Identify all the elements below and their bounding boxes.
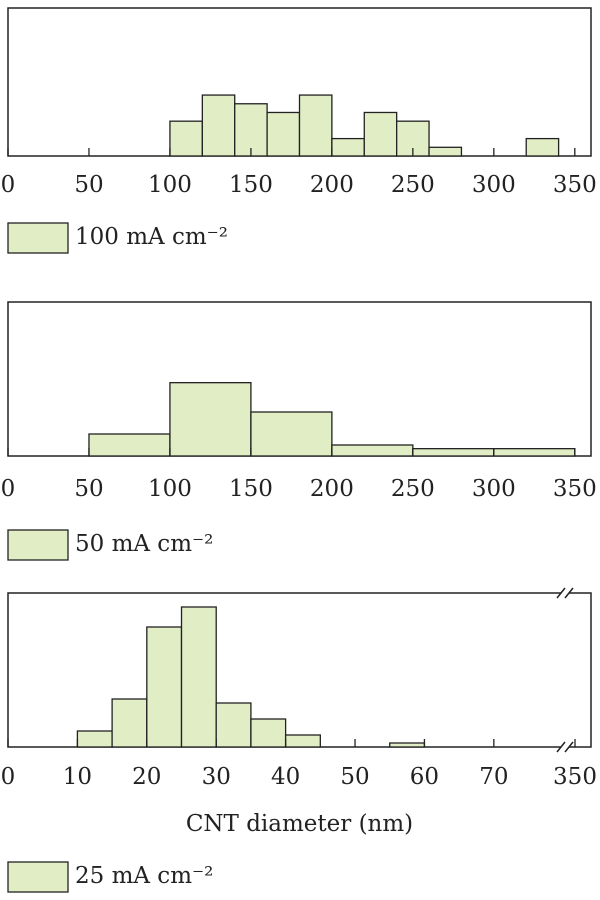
- x-tick-label: 60: [410, 764, 439, 790]
- bar: [88, 433, 171, 457]
- axis-break-mark: [564, 587, 574, 599]
- legend-label: 50 mA cm⁻²: [75, 531, 213, 557]
- legend-swatch: [7, 529, 69, 561]
- bar: [428, 146, 463, 157]
- x-axis-label: CNT diameter (nm): [186, 811, 413, 837]
- bar: [412, 448, 495, 457]
- x-tick-label: 250: [391, 476, 435, 502]
- x-tick-label: 30: [202, 764, 231, 790]
- x-tick-label: 100: [148, 476, 192, 502]
- bar: [363, 111, 398, 157]
- bar: [284, 734, 321, 748]
- bar: [250, 411, 333, 457]
- x-tick-label: 250: [391, 172, 435, 198]
- bar: [169, 382, 252, 457]
- bar: [331, 444, 414, 457]
- x-tick-label: 40: [271, 764, 300, 790]
- x-tick-label: 0: [1, 476, 16, 502]
- bar: [169, 120, 203, 157]
- bar: [331, 137, 365, 157]
- x-tick-label: 350: [553, 172, 597, 198]
- x-tick-label: 300: [472, 476, 516, 502]
- x-tick-label: 150: [229, 172, 273, 198]
- bar: [250, 718, 287, 748]
- x-tick-label: 0: [1, 172, 16, 198]
- x-tick-label: 0: [1, 764, 16, 790]
- axis-break-mark: [556, 587, 566, 599]
- bar: [298, 94, 333, 157]
- legend-label: 25 mA cm⁻²: [75, 863, 213, 889]
- bar: [493, 448, 576, 457]
- x-tick-label: 200: [310, 476, 354, 502]
- x-tick-label: 100: [148, 172, 192, 198]
- bar: [111, 698, 148, 748]
- legend-label: 100 mA cm⁻²: [75, 224, 228, 250]
- bar: [201, 94, 236, 157]
- axis-break-gap: [561, 741, 569, 753]
- x-tick-label: 350: [553, 476, 597, 502]
- x-tick-label: 350: [553, 764, 597, 790]
- x-tick-label: 300: [472, 172, 516, 198]
- x-tick-label: 50: [74, 476, 103, 502]
- bar: [146, 626, 183, 748]
- x-tick-label: 200: [310, 172, 354, 198]
- x-tick-label: 150: [229, 476, 273, 502]
- x-tick-label: 50: [340, 764, 369, 790]
- x-tick-label: 10: [63, 764, 92, 790]
- axis-break-gap: [561, 587, 569, 599]
- legend-swatch: [7, 222, 69, 254]
- x-tick-label: 50: [74, 172, 103, 198]
- x-tick-label: 70: [479, 764, 508, 790]
- axis-break-mark: [564, 741, 574, 753]
- bar: [525, 137, 560, 157]
- axis-break-mark: [556, 741, 566, 753]
- bar: [266, 111, 301, 157]
- x-tick-label: 20: [132, 764, 161, 790]
- bar: [389, 742, 426, 748]
- bar: [76, 730, 113, 748]
- bar: [215, 702, 252, 748]
- plot-frame: [7, 592, 592, 748]
- bar: [180, 606, 217, 748]
- legend-swatch: [7, 861, 69, 893]
